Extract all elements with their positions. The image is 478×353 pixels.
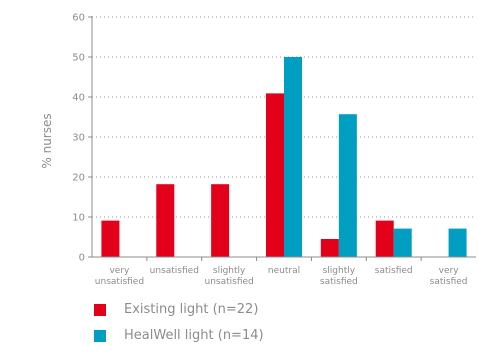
x-category-label: very unsatisfied xyxy=(95,266,144,287)
legend-swatch-healwell xyxy=(94,329,106,342)
bar-existing xyxy=(266,93,284,258)
x-category-label: very satisfied xyxy=(430,266,468,287)
x-category-label: neutral xyxy=(268,266,300,276)
y-tick-label: 20 xyxy=(72,173,85,184)
y-tick-label: 0 xyxy=(79,253,85,264)
y-tick-label: 50 xyxy=(72,53,85,64)
legend-item-existing: Existing light (n=22) xyxy=(94,302,258,317)
y-tick-label: 60 xyxy=(72,13,85,24)
x-category-label: unsatisfied xyxy=(150,266,199,276)
y-tick-label: 40 xyxy=(72,93,85,104)
x-axis-categories: very unsatisfied unsatisfied slightly unsati… xyxy=(95,257,468,287)
x-category-label: satisfied xyxy=(375,266,413,276)
x-category-label: slightly satisfied xyxy=(320,266,358,287)
bar-existing xyxy=(156,184,175,257)
bar-healwell xyxy=(284,57,302,257)
y-tick-label: 30 xyxy=(72,133,85,144)
bars xyxy=(101,57,467,258)
bar-healwell xyxy=(448,228,467,257)
legend-label-healwell: HealWell light (n=14) xyxy=(124,328,264,343)
bar-healwell xyxy=(393,228,412,257)
legend-label-existing: Existing light (n=22) xyxy=(124,302,259,317)
bar-healwell xyxy=(338,114,357,257)
y-axis-label: % nurses xyxy=(40,113,54,168)
x-category-label: slightly unsatisfied xyxy=(205,266,254,287)
y-tick-label: 10 xyxy=(72,213,85,224)
bar-existing xyxy=(101,220,120,257)
bar-existing xyxy=(320,239,339,257)
legend-swatch-existing xyxy=(94,303,106,316)
bar-existing xyxy=(375,220,394,257)
bar-existing xyxy=(211,184,230,257)
legend-item-healwell: HealWell light (n=14) xyxy=(94,328,264,343)
y-axis-ticks: 0 10 20 30 40 50 60 xyxy=(72,13,92,264)
